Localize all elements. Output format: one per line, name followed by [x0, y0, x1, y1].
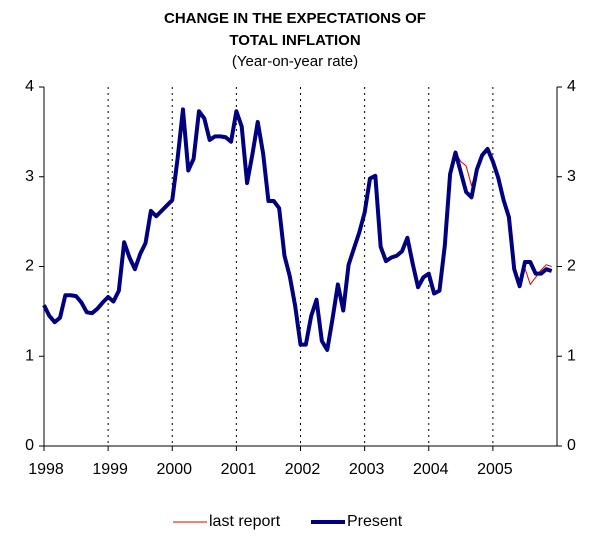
- x-tick-label: 1999: [92, 461, 128, 478]
- y-tick-label: 3: [25, 168, 34, 185]
- legend-label: last report: [209, 513, 281, 530]
- y2-tick-label: 2: [567, 258, 576, 275]
- y-tick-label: 0: [25, 437, 34, 454]
- x-tick-label: 2003: [349, 461, 385, 478]
- y2-tick-label: 0: [567, 437, 576, 454]
- series-line: [42, 107, 553, 352]
- x-tick-label: 2000: [156, 461, 192, 478]
- chart-title: CHANGE IN THE EXPECTATIONS OF TOTAL INFL…: [164, 10, 426, 49]
- y2-tick-label: 3: [567, 168, 576, 185]
- y-tick-label: 2: [25, 258, 34, 275]
- x-tick-label: 2002: [285, 461, 321, 478]
- y2-tick-label: 4: [567, 78, 576, 95]
- x-tick-label: 2004: [413, 461, 449, 478]
- chart-subtitle: (Year-on-year rate): [231, 53, 359, 70]
- x-tick-label: 2001: [221, 461, 257, 478]
- legend-label: Present: [347, 513, 403, 530]
- y-tick-label: 1: [25, 347, 34, 364]
- x-tick-label: 1998: [28, 461, 64, 478]
- y2-tick-label: 1: [567, 347, 576, 364]
- x-tick-label: 2005: [477, 461, 513, 478]
- y-tick-label: 4: [25, 78, 34, 95]
